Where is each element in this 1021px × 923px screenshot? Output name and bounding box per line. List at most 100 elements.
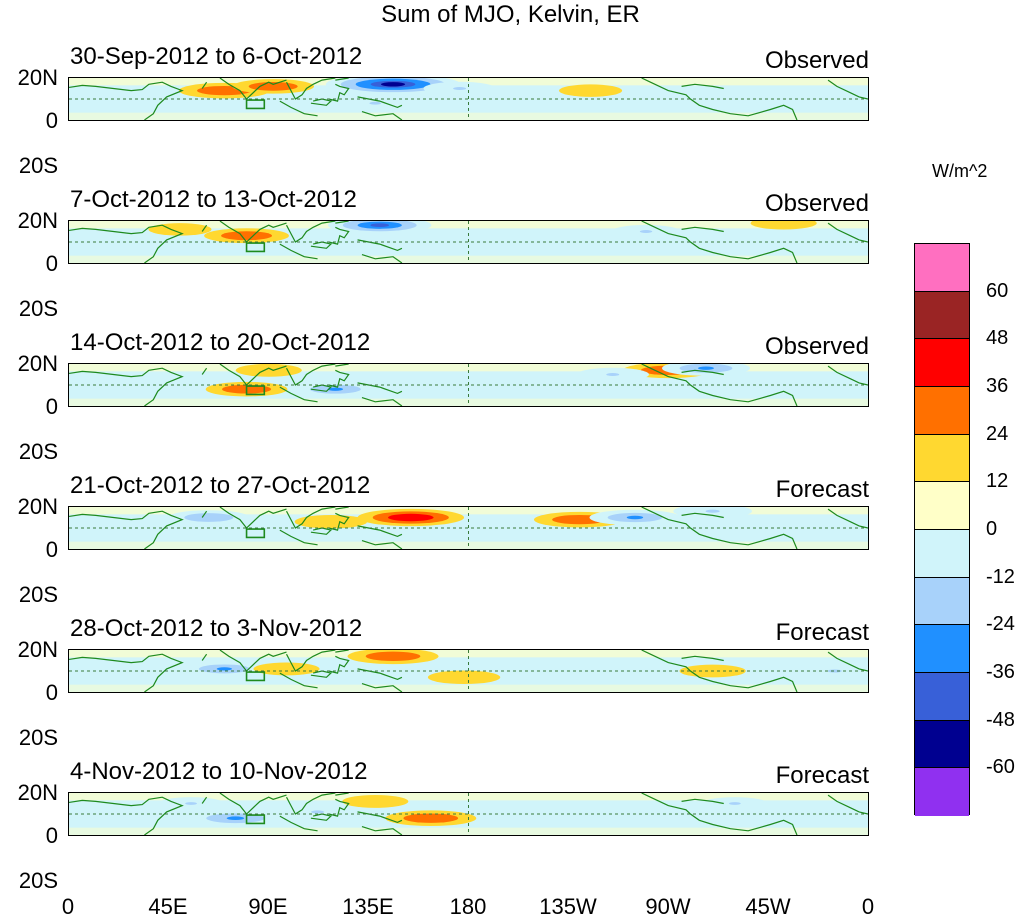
weak-positive-band: [69, 507, 868, 515]
coastline: [362, 255, 402, 263]
anomaly-map: [69, 221, 868, 263]
coastline: [329, 227, 349, 244]
anomaly-core: [639, 230, 653, 233]
anomaly-core: [422, 816, 439, 820]
anomaly-core: [453, 87, 467, 90]
lat-label-20n: 20N: [17, 351, 58, 376]
colorbar-segment: [915, 339, 969, 387]
anomaly-core: [370, 223, 390, 228]
coastline: [287, 793, 336, 814]
lat-label-eq: 0: [45, 251, 58, 276]
coastline: [682, 799, 724, 803]
lat-label-20n: 20N: [17, 780, 58, 805]
anomaly-core: [777, 221, 790, 225]
anomaly-core: [705, 509, 720, 513]
region-box: [247, 243, 265, 251]
coastline: [642, 650, 797, 692]
panel-kind-label: Forecast: [775, 762, 869, 789]
anomaly-core: [571, 517, 588, 522]
coastline: [311, 671, 331, 677]
coastline: [220, 221, 287, 242]
coastline: [335, 78, 348, 80]
colorbar-label: -48: [986, 708, 1015, 731]
anomaly-core: [380, 82, 406, 87]
coastline: [362, 541, 402, 549]
lat-label-eq: 0: [45, 823, 58, 848]
panel-kind-label: Observed: [764, 47, 869, 74]
lat-label-20s: 20S: [18, 868, 58, 893]
region-box: [247, 529, 265, 537]
coastline: [362, 827, 402, 835]
anomaly-core: [698, 366, 714, 370]
lat-label-20n: 20N: [17, 65, 58, 90]
lon-tick-label: 0: [61, 894, 75, 919]
anomaly-core: [327, 387, 343, 391]
coastline: [358, 526, 402, 537]
anomaly-map: [69, 507, 868, 549]
coastline: [220, 364, 287, 385]
coastline: [202, 368, 206, 374]
coastline: [280, 101, 318, 116]
coastline: [828, 509, 868, 528]
lat-label-20s: 20S: [18, 582, 58, 607]
map-frame: [68, 363, 869, 407]
coastline: [311, 99, 331, 105]
colorbar-label: -12: [986, 565, 1015, 588]
region-box: [247, 100, 265, 108]
colorbar-label: 60: [986, 279, 1009, 302]
panel-date-label: 4-Nov-2012 to 10-Nov-2012: [70, 758, 368, 785]
lat-label-20n: 20N: [17, 494, 58, 519]
coastline: [220, 793, 287, 814]
units-label: W/m^2: [932, 161, 988, 181]
lat-label-20s: 20S: [18, 296, 58, 321]
coastline: [362, 684, 402, 692]
lat-label-20n: 20N: [17, 637, 58, 662]
coastline: [202, 225, 206, 231]
coastline: [69, 654, 182, 692]
coastline: [280, 530, 318, 545]
weak-positive-band: [69, 793, 868, 801]
region-box: [247, 672, 265, 680]
coastline: [280, 816, 318, 831]
anomaly-map: [69, 793, 868, 835]
lon-tick-label: 45W: [745, 894, 791, 919]
colorbar-label: -60: [986, 756, 1015, 779]
lat-label-eq: 0: [45, 394, 58, 419]
lat-label-20s: 20S: [18, 439, 58, 464]
coastline: [642, 78, 797, 120]
coastline: [358, 383, 402, 394]
lon-tick-label: 90W: [645, 894, 691, 919]
coastline: [358, 669, 402, 680]
anomaly-core: [201, 515, 217, 520]
colorbar-segment: [915, 673, 969, 721]
coastline: [202, 511, 206, 517]
coastline: [329, 84, 349, 101]
anomaly-core: [728, 802, 741, 805]
lat-label-20s: 20S: [18, 725, 58, 750]
coastline: [682, 84, 724, 88]
coastline: [682, 370, 724, 374]
coastline: [287, 364, 336, 385]
coastline: [287, 78, 336, 99]
colorbar-label: 0: [986, 518, 998, 540]
panel-kind-label: Observed: [764, 333, 869, 360]
map-frame: [68, 649, 869, 693]
colorbar-label: -36: [986, 661, 1015, 683]
coastline: [202, 797, 206, 803]
panel-date-label: 30-Sep-2012 to 6-Oct-2012: [70, 43, 363, 70]
lon-tick-label: 45E: [148, 894, 188, 919]
coastline: [828, 223, 868, 242]
coastline: [329, 513, 349, 530]
lat-label-20s: 20S: [18, 153, 58, 178]
lon-tick-label: 135E: [342, 894, 394, 919]
coastline: [69, 82, 182, 120]
figure-title: Sum of MJO, Kelvin, ER: [381, 1, 640, 28]
coastline: [828, 652, 868, 671]
colorbar-segment: [915, 720, 969, 769]
anomaly-core: [369, 799, 382, 803]
anomaly-core: [606, 373, 620, 376]
colorbar-segment: [915, 768, 969, 816]
anomaly-map: [69, 78, 868, 120]
coastline: [335, 364, 348, 366]
region-box: [247, 815, 265, 823]
